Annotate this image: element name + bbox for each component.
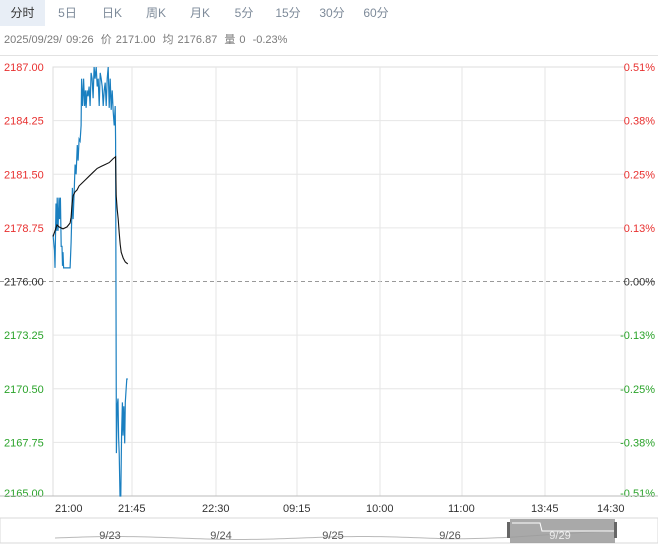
x-tick-label: 10:00 [366, 503, 394, 515]
tab-5[interactable]: 5分 [234, 6, 254, 20]
header-divider [0, 55, 658, 56]
tab-1[interactable]: 5日 [58, 6, 77, 20]
info-avg: 2176.87 [177, 34, 218, 46]
y-tick-right: 0.00% [624, 277, 655, 289]
info-change: -0.23% [252, 34, 288, 46]
y-tick-right: -0.51% [620, 488, 655, 500]
y-tick-right: 0.25% [624, 169, 655, 181]
tab-6[interactable]: 15分 [275, 6, 301, 20]
info-price: 2171.00 [115, 34, 156, 46]
x-tick-label: 13:45 [531, 503, 559, 515]
tab-4[interactable]: 月K [189, 6, 210, 20]
y-tick-right: -0.38% [620, 437, 655, 449]
y-tick-left: 2173.25 [4, 330, 44, 342]
overview-date-label: 9/25 [322, 530, 343, 542]
y-tick-right: -0.25% [620, 384, 655, 396]
price-line [52, 66, 128, 497]
x-tick-label: 11:00 [448, 503, 475, 515]
tab-3[interactable]: 周K [145, 6, 166, 20]
overview-date-label: 9/23 [99, 530, 120, 542]
tab-7[interactable]: 30分 [319, 6, 345, 20]
y-tick-left: 2176.00 [4, 277, 44, 289]
overview-date-label: 9/26 [439, 530, 460, 542]
overview-handle-left[interactable] [507, 522, 510, 538]
info-price-label: 价 [100, 34, 112, 46]
overview-date-label: 9/29 [549, 530, 570, 542]
tab-2[interactable]: 日K [101, 6, 122, 20]
y-tick-right: 0.13% [624, 223, 655, 235]
overview-handle-right[interactable] [614, 522, 617, 538]
y-tick-left: 2178.75 [4, 223, 44, 235]
info-time: 09:26 [66, 34, 94, 46]
y-tick-left: 2181.50 [4, 169, 44, 181]
y-tick-left: 2167.75 [4, 437, 44, 449]
y-tick-left: 2165.00 [4, 488, 44, 500]
period-tabs: 分时 5日 日K 周K 月K 5分 15分 30分 60分 [0, 0, 658, 26]
x-tick-label: 09:15 [283, 503, 311, 515]
overview-date-label: 9/24 [210, 530, 231, 542]
x-tick-label: 14:30 [597, 503, 625, 515]
tab-0[interactable]: 分时 [0, 0, 45, 26]
x-tick-label: 21:00 [55, 503, 83, 515]
overview-selection-line [512, 522, 614, 532]
y-tick-left: 2187.00 [4, 62, 44, 74]
y-tick-left: 2184.25 [4, 116, 44, 128]
info-vol: 0 [239, 34, 246, 46]
y-tick-right: -0.13% [620, 330, 655, 342]
y-tick-left: 2170.50 [4, 384, 44, 396]
x-tick-label: 22:30 [202, 503, 230, 515]
y-tick-right: 0.51% [624, 62, 655, 74]
y-tick-right: 0.38% [624, 116, 655, 128]
tab-8[interactable]: 60分 [363, 6, 389, 20]
average-line [52, 155, 129, 265]
info-avg-label: 均 [162, 34, 174, 46]
info-vol-label: 量 [224, 34, 236, 46]
info-date: 2025/09/29/ [4, 34, 63, 46]
x-tick-label: 21:45 [118, 503, 146, 515]
